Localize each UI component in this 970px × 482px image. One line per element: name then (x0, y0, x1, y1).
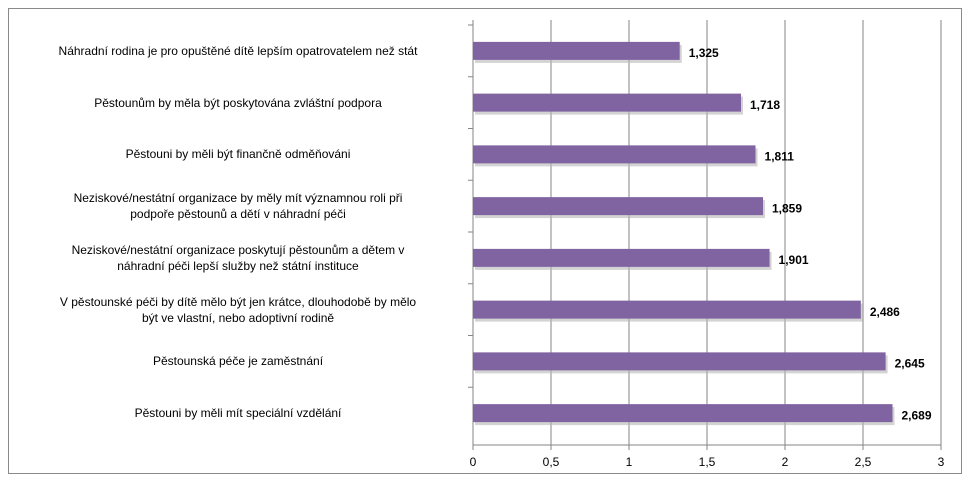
x-tick-label: 1,5 (699, 455, 716, 469)
bar (473, 41, 680, 60)
y-tick-label: V pěstounské péči by dítě mělo být jen k… (59, 294, 417, 325)
data-label: 1,718 (750, 98, 780, 112)
bar (473, 93, 742, 112)
x-tick-label: 0 (470, 455, 477, 469)
bar (473, 145, 756, 164)
data-label: 2,486 (870, 305, 900, 319)
y-tick-label: Náhradní rodina je pro opuštěné dítě lep… (58, 43, 418, 58)
chart-frame (8, 8, 962, 474)
x-tick-label: 2 (782, 455, 789, 469)
data-label: 1,901 (779, 253, 809, 267)
y-tick-label: Pěstounská péče je zaměstnání (152, 354, 324, 369)
data-label: 1,325 (689, 46, 719, 60)
bar (473, 300, 861, 319)
data-label: 2,689 (901, 408, 931, 422)
y-tick-label: Pěstounům by měla být poskytována zvlášt… (94, 95, 382, 110)
data-label: 2,645 (895, 357, 925, 371)
y-tick-label: Pěstouni by měli být finančně odměňováni (125, 147, 351, 162)
x-tick-label: 1 (626, 455, 633, 469)
bar (473, 248, 770, 267)
y-tick-label: Pěstouni by měli mít speciální vzdělání (134, 406, 342, 421)
x-tick-label: 3 (938, 455, 945, 469)
bar (473, 197, 764, 216)
bar (473, 352, 886, 371)
bar (473, 404, 893, 423)
y-tick-label: Neziskové/nestátní organizace by měly mí… (73, 191, 403, 222)
data-label: 1,811 (765, 150, 795, 164)
y-tick-label: Neziskové/nestátní organizace poskytují … (71, 242, 405, 273)
x-tick-label: 0,5 (543, 455, 560, 469)
data-label: 1,859 (772, 201, 802, 215)
x-tick-label: 2,5 (855, 455, 872, 469)
